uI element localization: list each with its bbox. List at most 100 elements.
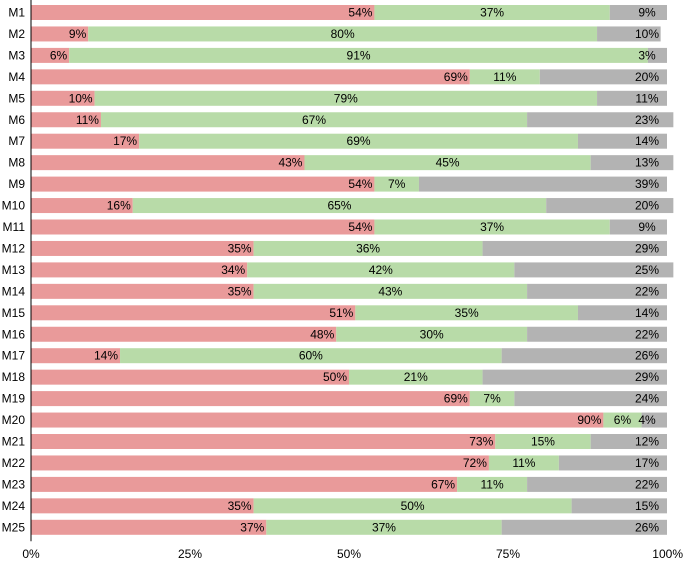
category-label: M21	[2, 435, 26, 449]
data-label: 90%	[577, 413, 601, 427]
bar-segment-series-2	[374, 5, 610, 20]
category-label: M7	[8, 134, 25, 148]
data-label: 37%	[372, 520, 396, 534]
category-label: M18	[2, 370, 26, 384]
data-label: 65%	[327, 199, 351, 213]
bar-segment-series-2	[374, 176, 419, 192]
bar-segment-series-1	[31, 26, 89, 42]
data-label: 50%	[323, 370, 347, 384]
bar-segment-series-1	[31, 305, 356, 321]
bar-segment-series-1	[31, 5, 375, 20]
data-label: 54%	[348, 6, 372, 20]
bar-segment-series-1	[31, 133, 140, 149]
bar-segment-series-3	[609, 219, 667, 235]
category-labels-group: M1 M2 M3 M4 M5 M6 M7 M8 M9 M10 M11 M12 M13 M14 M15 M16 M…	[2, 6, 26, 535]
data-label: 17%	[113, 134, 137, 148]
data-label: 80%	[331, 27, 355, 41]
data-label: 11%	[493, 70, 516, 84]
category-label: M10	[2, 199, 26, 213]
data-label: 48%	[310, 327, 334, 341]
data-label: 91%	[347, 48, 371, 62]
data-label: 69%	[444, 392, 468, 406]
bar-segment-series-2	[349, 369, 483, 385]
data-label: 7%	[388, 177, 406, 191]
bar-segment-series-3	[647, 47, 667, 63]
data-label: 15%	[635, 499, 659, 513]
bar-segment-series-3	[597, 26, 661, 42]
bar-segment-series-2	[469, 391, 515, 407]
bar-segment-series-1	[31, 47, 70, 63]
category-label: M2	[8, 27, 25, 41]
bar-segment-series-3	[577, 133, 667, 149]
category-label: M24	[2, 499, 26, 513]
category-label: M23	[2, 477, 26, 491]
bar-segment-series-1	[31, 283, 254, 299]
x-tick-label: 25%	[178, 547, 202, 561]
bar-segment-series-1	[31, 69, 470, 85]
bar-segment-series-2	[336, 326, 528, 342]
data-label: 21%	[404, 370, 428, 384]
bar-segment-series-3	[501, 348, 667, 364]
bar-segment-series-1	[31, 176, 375, 192]
data-label: 11%	[635, 91, 658, 105]
bar-segment-series-1	[31, 198, 133, 214]
data-label: 35%	[228, 241, 252, 255]
data-label: 54%	[348, 177, 372, 191]
bar-segment-series-3	[590, 155, 674, 171]
data-label: 10%	[635, 27, 659, 41]
data-label: 73%	[469, 435, 493, 449]
bar-segment-series-1	[31, 369, 349, 385]
bar-segment-series-1	[31, 348, 121, 364]
category-label: M4	[8, 70, 25, 84]
category-label: M16	[2, 327, 26, 341]
data-label: 36%	[356, 241, 380, 255]
category-label: M13	[2, 263, 26, 277]
bar-segment-series-2	[253, 240, 483, 256]
bar-segment-series-1	[31, 412, 604, 428]
data-label: 9%	[638, 6, 656, 20]
data-label: 12%	[635, 435, 659, 449]
bar-segment-series-2	[69, 47, 648, 63]
category-label: M15	[2, 306, 26, 320]
bar-segment-series-2	[603, 412, 642, 428]
x-tick-label: 75%	[496, 547, 520, 561]
data-label: 22%	[635, 327, 659, 341]
bar-segment-series-1	[31, 498, 254, 514]
data-label: 6%	[614, 413, 632, 427]
data-label: 25%	[635, 263, 659, 277]
bar-segment-series-1	[31, 240, 254, 256]
category-label: M20	[2, 413, 26, 427]
bar-segment-series-2	[139, 133, 578, 149]
bar-segment-series-3	[571, 498, 667, 514]
data-label: 14%	[635, 306, 659, 320]
data-label: 67%	[302, 113, 326, 127]
bar-segment-series-2	[457, 476, 528, 492]
bar-segment-series-3	[558, 455, 667, 471]
bar-segment-series-2	[304, 155, 591, 171]
bar-segment-series-3	[482, 240, 667, 256]
data-label: 14%	[635, 134, 659, 148]
bar-segment-series-2	[469, 69, 540, 85]
bar-segment-series-2	[253, 498, 572, 514]
data-label: 35%	[455, 306, 479, 320]
bar-segment-series-3	[501, 519, 667, 535]
x-tick-label: 100%	[652, 547, 683, 561]
data-label: 11%	[76, 113, 99, 127]
data-label: 37%	[480, 220, 504, 234]
bar-segment-series-3	[482, 369, 667, 385]
bar-segment-series-1	[31, 391, 470, 407]
data-label: 22%	[635, 477, 659, 491]
category-label: M9	[8, 177, 25, 191]
data-label: 9%	[69, 27, 87, 41]
data-label: 37%	[480, 6, 504, 20]
data-label: 69%	[347, 134, 371, 148]
bar-segment-series-1	[31, 262, 248, 278]
data-label: 69%	[444, 70, 468, 84]
bar-segment-series-3	[527, 112, 674, 128]
data-label: 4%	[638, 413, 656, 427]
data-label: 16%	[107, 199, 131, 213]
bar-segment-series-1	[31, 90, 95, 106]
bar-segment-series-2	[253, 283, 528, 299]
bar-segment-series-1	[31, 219, 375, 235]
bar-segment-series-3	[641, 412, 667, 428]
